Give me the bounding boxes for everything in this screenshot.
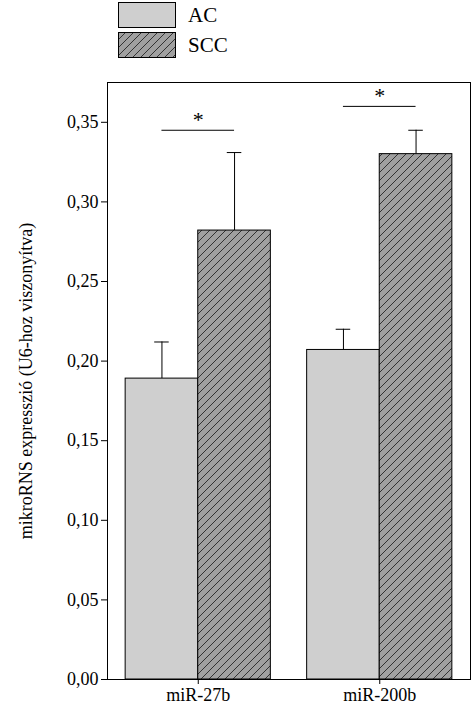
svg-text:0,15: 0,15 — [67, 430, 99, 450]
svg-text:*: * — [374, 83, 385, 108]
svg-text:0,35: 0,35 — [67, 112, 99, 132]
svg-text:mikroRNS expresszió (U6-hoz vi: mikroRNS expresszió (U6-hoz viszonyítva) — [16, 223, 37, 539]
html-text:AC: AC — [188, 3, 218, 27]
svg-text:0,10: 0,10 — [67, 510, 99, 530]
svg-text:0,20: 0,20 — [67, 351, 99, 371]
svg-text:miR-200b: miR-200b — [343, 685, 416, 705]
svg-text:0,30: 0,30 — [67, 192, 99, 212]
svg-text:0,25: 0,25 — [67, 271, 99, 291]
html-text:SCC: SCC — [188, 33, 228, 57]
svg-text:*: * — [193, 107, 204, 132]
svg-text:0,05: 0,05 — [67, 590, 99, 610]
svg-text:0,00: 0,00 — [67, 669, 99, 689]
svg-text:miR-27b: miR-27b — [166, 685, 230, 705]
